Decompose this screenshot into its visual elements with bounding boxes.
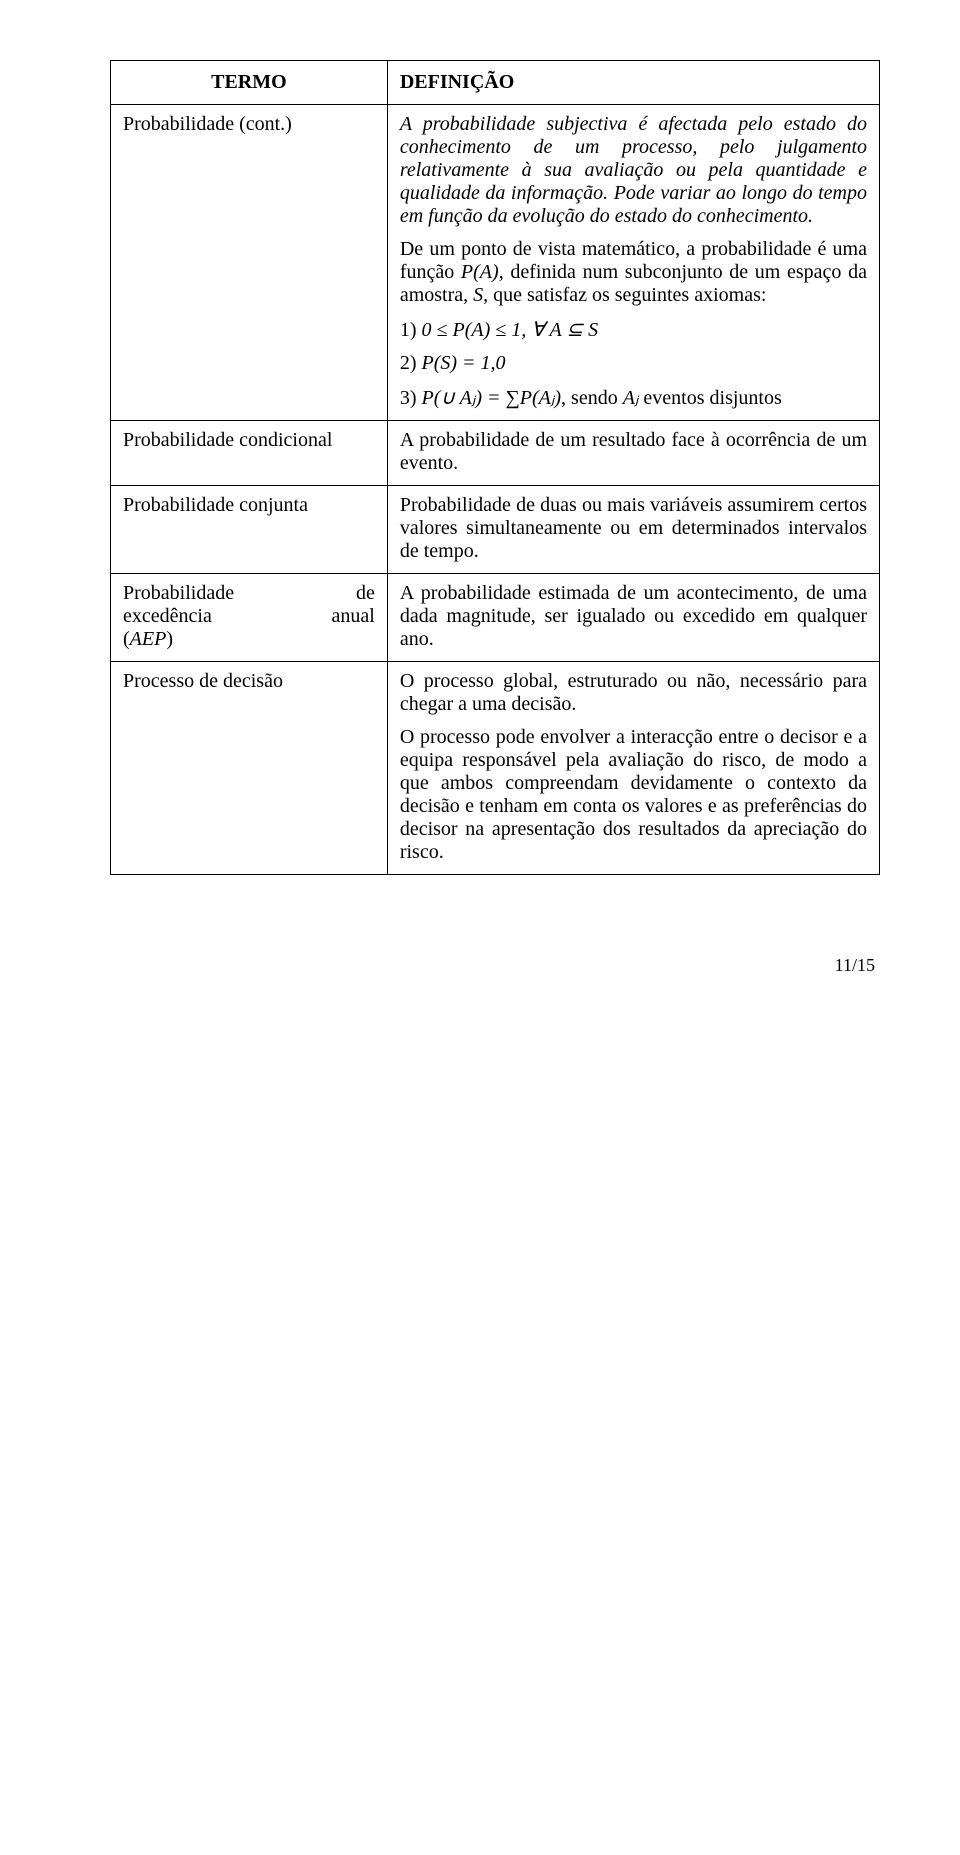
header-term: TERMO (111, 61, 388, 105)
definition-paragraph: Probabilidade de duas ou mais variáveis … (400, 494, 867, 563)
axiom-line: 3) P(∪ Aⱼ) = ∑P(Aⱼ), sendo Aⱼ eventos di… (400, 385, 867, 410)
text-run: ( (123, 628, 130, 650)
text-run: P(S) = 1,0 (422, 352, 506, 374)
definition-cell: A probabilidade estimada de um acontecim… (387, 574, 879, 662)
axiom-line: 1) 0 ≤ P(A) ≤ 1, ∀ A ⊆ S (400, 317, 867, 342)
term-cell: Probabilidade conjunta (111, 486, 388, 574)
glossary-table: TERMO DEFINIÇÃO Probabilidade (cont.) A … (110, 60, 880, 875)
page-number: 11/15 (110, 955, 880, 976)
text-run: 0 (422, 319, 432, 341)
definition-paragraph: A probabilidade estimada de um acontecim… (400, 582, 867, 651)
table-row: Probabilidade de excedência anual (AEP) … (111, 574, 880, 662)
term-line: (AEP) (123, 628, 375, 651)
definition-cell: A probabilidade de um resultado face à o… (387, 421, 879, 486)
text-run: P(∪ Aⱼ) = ∑P(Aⱼ) (422, 387, 562, 409)
table-row: Probabilidade condicional A probabilidad… (111, 421, 880, 486)
definition-cell: O processo global, estruturado ou não, n… (387, 662, 879, 875)
text-run: eventos disjuntos (638, 387, 781, 409)
text-run: ) (166, 628, 173, 650)
term-cell: Processo de decisão (111, 662, 388, 875)
text-run: 2) (400, 352, 422, 374)
text-run: , que satisfaz os seguintes axiomas: (483, 284, 766, 306)
text-run: ≤ (432, 319, 453, 341)
term-line: Probabilidade de (123, 582, 375, 605)
text-run: AEP (130, 628, 167, 650)
table-row: Processo de decisão O processo global, e… (111, 662, 880, 875)
table-row: Probabilidade (cont.) A probabilidade su… (111, 105, 880, 421)
definition-paragraph: O processo global, estruturado ou não, n… (400, 670, 867, 716)
term-line: excedência anual (123, 605, 375, 628)
definition-paragraph: De um ponto de vista matemático, a proba… (400, 238, 867, 307)
text-run: P(A) (461, 261, 499, 283)
text-run: , sendo (561, 387, 623, 409)
definition-paragraph: A probabilidade de um resultado face à o… (400, 429, 867, 475)
definition-paragraph: A probabilidade subjectiva é afectada pe… (400, 113, 867, 228)
term-cell: Probabilidade de excedência anual (AEP) (111, 574, 388, 662)
axiom-line: 2) P(S) = 1,0 (400, 352, 867, 375)
text-run: 1) (400, 319, 422, 341)
text-run: excedência (123, 605, 212, 628)
text-run: 1, ∀ A ⊆ S (511, 319, 598, 341)
term-cell: Probabilidade (cont.) (111, 105, 388, 421)
text-run: Probabilidade (123, 582, 234, 605)
text-run: ≤ (490, 319, 511, 341)
text-run: Aⱼ (623, 387, 639, 409)
table-header-row: TERMO DEFINIÇÃO (111, 61, 880, 105)
text-run: P(A) (452, 319, 490, 341)
definition-cell: A probabilidade subjectiva é afectada pe… (387, 105, 879, 421)
term-cell: Probabilidade condicional (111, 421, 388, 486)
header-def: DEFINIÇÃO (387, 61, 879, 105)
text-run: de (356, 582, 375, 605)
definition-paragraph: O processo pode envolver a interacção en… (400, 726, 867, 864)
table-row: Probabilidade conjunta Probabilidade de … (111, 486, 880, 574)
text-run: S (473, 284, 483, 306)
definition-cell: Probabilidade de duas ou mais variáveis … (387, 486, 879, 574)
text-run: anual (332, 605, 375, 628)
text-run: 3) (400, 387, 422, 409)
